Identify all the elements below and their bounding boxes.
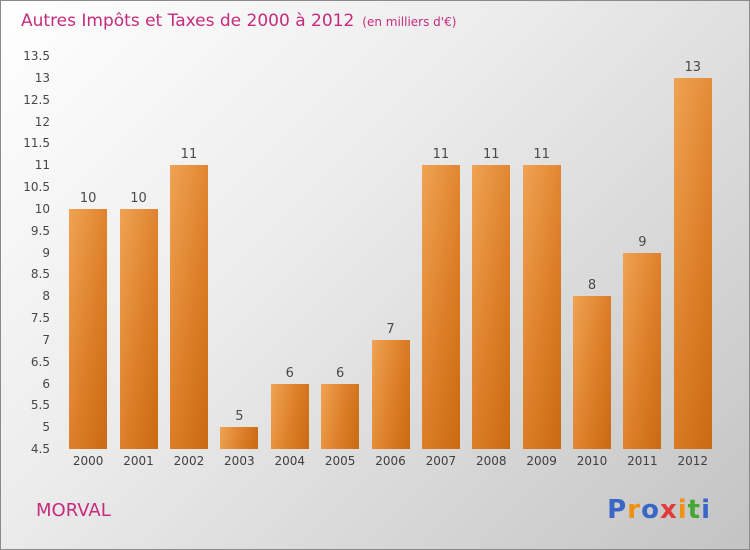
y-tick-label: 7.5 <box>30 311 50 325</box>
bar-value-label: 13 <box>684 59 702 75</box>
x-tick-label: 2000 <box>72 454 104 468</box>
x-tick-label: 2002 <box>173 454 205 468</box>
y-tick-label: 9 <box>42 245 50 260</box>
x-tick-label: 2001 <box>123 454 154 468</box>
x-tick-label: 2012 <box>677 454 709 468</box>
x-tick-label: 2003 <box>224 454 255 468</box>
y-tick-label: 4.5 <box>30 442 50 456</box>
x-tick-label: 2005 <box>324 454 356 468</box>
bar <box>421 165 460 449</box>
bar-value-label: 11 <box>533 147 550 163</box>
bar <box>169 165 208 449</box>
bar <box>270 383 309 449</box>
x-tick-label: 2008 <box>475 454 507 468</box>
bar-value-label: 11 <box>432 147 450 163</box>
proxiti-logo-letter: t <box>687 495 702 525</box>
bar <box>673 77 712 449</box>
bar-value-label: 6 <box>285 365 294 381</box>
proxiti-logo-letter: i <box>701 495 711 525</box>
y-tick-label: 13 <box>34 70 50 85</box>
x-axis: 2000 2001 2002 2003 2004 2005 2006 2007 2008 2009… <box>63 454 718 472</box>
x-tick-label: 2009 <box>526 454 557 468</box>
x-tick-label: 2010 <box>576 454 608 468</box>
y-tick-label: 11.5 <box>23 136 50 151</box>
bar <box>522 165 561 449</box>
y-tick-label: 11 <box>34 158 50 173</box>
bar <box>573 296 612 449</box>
bar-chart: 4.5 5 5.5 6 6.5 7 7.5 8 8.5 9 9.5 10 10.5 11 11.5 12 12.… <box>1 49 750 479</box>
bar <box>321 383 360 449</box>
y-tick-label: 8.5 <box>30 267 50 282</box>
bar-value-label: 11 <box>482 147 500 163</box>
bar-value-label: 5 <box>235 409 244 425</box>
y-tick-label: 10.5 <box>23 180 50 194</box>
y-tick-label: 9.5 <box>30 223 50 238</box>
proxiti-logo-letter: i <box>677 495 688 525</box>
bar-value-label: 10 <box>130 190 147 206</box>
x-tick-label: 2011 <box>627 454 658 468</box>
y-tick-label: 12 <box>34 114 50 129</box>
bar <box>69 208 108 449</box>
bar-value-label: 8 <box>587 278 597 294</box>
bar <box>119 208 158 449</box>
y-tick-label: 6 <box>42 376 50 391</box>
bar-value-label: 7 <box>386 321 395 337</box>
page-subtitle: (en milliers d'€) <box>362 15 457 29</box>
bar <box>371 339 410 449</box>
x-tick-label: 2006 <box>375 454 406 468</box>
proxiti-logo: Proxiti <box>607 495 711 525</box>
bar-value-label: 6 <box>335 365 345 381</box>
plot-area: 10 10 11 5 6 6 7 11 11 11 8 9 13 <box>63 56 718 449</box>
x-tick-label: 2007 <box>425 454 457 468</box>
y-tick-label: 7 <box>42 332 50 347</box>
bar-value-label: 10 <box>79 190 97 206</box>
y-tick-label: 12.5 <box>23 92 50 107</box>
x-tick-label: 2004 <box>274 454 305 468</box>
page-title: Autres Impôts et Taxes de 2000 à 2012 <box>21 11 355 31</box>
proxiti-logo-letter: o <box>641 495 660 525</box>
y-tick-label: 10 <box>34 201 50 216</box>
y-tick-label: 5 <box>42 420 50 435</box>
location-label: MORVAL <box>36 500 111 521</box>
y-tick-label: 13.5 <box>23 49 50 63</box>
bar <box>623 252 662 449</box>
proxiti-logo-letter: P <box>607 495 628 525</box>
bar-value-label: 11 <box>180 147 198 163</box>
proxiti-logo-letter: r <box>627 495 642 525</box>
bar <box>220 427 259 449</box>
bar <box>472 165 511 449</box>
y-axis: 4.5 5 5.5 6 6.5 7 7.5 8 8.5 9 9.5 10 10.5 11 11.5 12 12.… <box>1 49 56 479</box>
y-tick-label: 6.5 <box>30 354 50 369</box>
chart-header: Autres Impôts et Taxes de 2000 à 2012 (e… <box>21 11 456 31</box>
bar-value-label: 9 <box>638 234 647 250</box>
y-tick-label: 8 <box>42 289 50 304</box>
proxiti-logo-letter: x <box>659 495 678 525</box>
y-tick-label: 5.5 <box>30 398 50 413</box>
